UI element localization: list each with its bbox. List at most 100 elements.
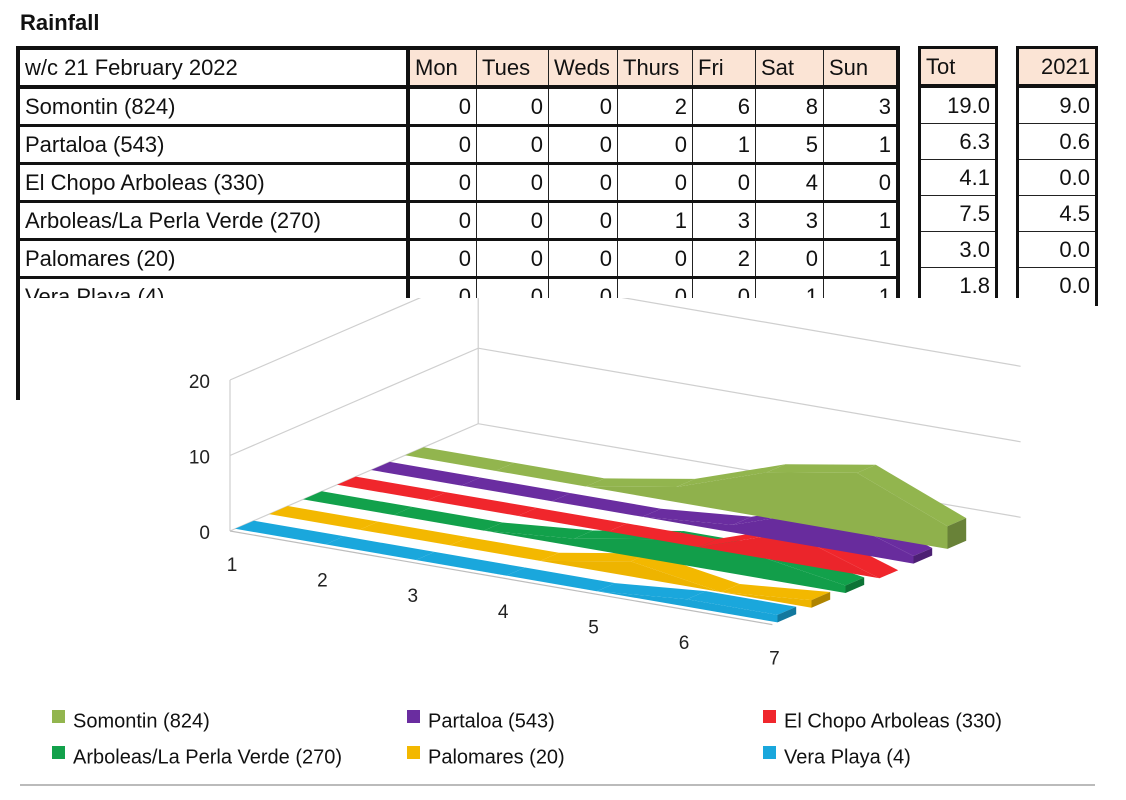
x-tick-label: 4 (498, 602, 509, 623)
y-tick-label: 0 (199, 523, 210, 544)
area-top-segment (506, 567, 616, 592)
area-top-segment (371, 461, 481, 486)
area-top-segment (585, 478, 695, 487)
station-name: El Chopo Arboleas (330) (17, 163, 410, 203)
gridline (229, 347, 1021, 457)
legend-swatch (407, 746, 420, 759)
page-title: Rainfall (20, 10, 100, 35)
rainfall-table: w/c 21 February 2022 Mon Tues Weds Thurs… (16, 46, 900, 318)
total-value: 4.1 (919, 159, 997, 196)
legend-item: Palomares (20) (407, 746, 565, 768)
rain-value: 3 (823, 86, 899, 127)
rain-value: 0 (548, 201, 618, 241)
area-top-segment (630, 553, 740, 593)
legend-item: Vera Playa (4) (763, 746, 911, 768)
area-top-segment (596, 583, 706, 600)
legend-label: El Chopo Arboleas (330) (784, 710, 1002, 732)
area-top-segment (766, 464, 876, 473)
area-top-segment (608, 523, 718, 548)
x-tick-label: 1 (227, 555, 238, 576)
y-tick-label: 20 (189, 372, 210, 393)
table-row: 0.6 (1017, 123, 1097, 160)
table-row: Palomares (20) 0 0 0 0 2 0 1 (17, 239, 899, 279)
area-top-segment (325, 536, 435, 560)
total-value: 19.0 (919, 85, 997, 124)
area-top-segment (405, 447, 515, 471)
area-top-segment (393, 506, 503, 531)
table-header-row: Tot (919, 47, 997, 88)
rain-value: 0 (407, 163, 477, 203)
day-header: Weds (548, 47, 618, 89)
station-name: Somontin (824) (17, 86, 410, 127)
area-top-segment (269, 506, 379, 530)
day-header: Mon (407, 47, 477, 89)
table-row: 0.0 (1017, 231, 1097, 268)
x-tick-label: 6 (679, 633, 690, 654)
table-row: Arboleas/La Perla Verde (270) 0 0 0 1 3 … (17, 201, 899, 241)
gridline (229, 272, 1021, 381)
area-top-segment (337, 476, 447, 501)
rain-value: 3 (755, 201, 824, 241)
legend-swatch (407, 710, 420, 723)
table-row: Somontin (824) 0 0 0 2 6 8 3 (17, 86, 899, 127)
x-axis-line (229, 530, 773, 626)
area-top-segment (540, 552, 650, 562)
rain-value: 1 (617, 201, 693, 241)
rain-value: 0 (617, 163, 693, 203)
rain-value: 6 (692, 86, 756, 127)
table-row: 7.5 (919, 195, 997, 232)
area-top-segment (676, 464, 786, 487)
rain-value: 5 (755, 125, 824, 165)
year-2021-value: 0.0 (1017, 231, 1097, 268)
station-name: Arboleas/La Perla Verde (270) (17, 201, 410, 241)
rain-value: 1 (823, 201, 899, 241)
rain-value: 1 (692, 125, 756, 165)
area-end-cap (913, 547, 933, 564)
area-top-segment (461, 477, 571, 502)
rain-value: 0 (476, 163, 549, 203)
day-header: Sat (755, 47, 824, 89)
rain-value: 0 (476, 201, 549, 241)
series-6 (235, 520, 797, 623)
legend-label: Somontin (824) (73, 710, 210, 732)
y-tick-label: 10 (189, 448, 210, 469)
area-front-face (371, 469, 914, 564)
rain-value: 4 (755, 163, 824, 203)
day-header: Thurs (617, 47, 693, 89)
area-top-segment (449, 537, 559, 561)
rain-value: 0 (548, 239, 618, 279)
rain-value: 0 (548, 163, 618, 203)
rain-value: 0 (617, 125, 693, 165)
legend-label: Arboleas/La Perla Verde (270) (73, 746, 342, 768)
area-front-face (405, 455, 948, 549)
legend-label: Vera Playa (4) (784, 746, 911, 768)
table-row: 4.5 (1017, 195, 1097, 232)
day-header: Sun (823, 47, 899, 89)
table-row: El Chopo Arboleas (330) 0 0 0 0 0 4 0 (17, 163, 899, 203)
legend-item: Somontin (824) (52, 710, 210, 732)
year-2021-value: 0.6 (1017, 123, 1097, 160)
area-top-segment (495, 462, 605, 487)
table-header-row: w/c 21 February 2022 Mon Tues Weds Thurs… (17, 47, 899, 89)
day-header: Fri (692, 47, 756, 89)
rain-value: 0 (407, 201, 477, 241)
table-row: 19.0 (919, 85, 997, 124)
area-end-cap (845, 577, 865, 593)
table-header-row: 2021 (1017, 47, 1097, 88)
year-2021-value: 9.0 (1017, 85, 1097, 124)
rain-value: 0 (476, 239, 549, 279)
area-end-cap (947, 518, 967, 549)
year-2021-header: 2021 (1017, 47, 1097, 88)
table-row: 9.0 (1017, 85, 1097, 124)
area-top-segment (551, 493, 661, 517)
station-name: Palomares (20) (17, 239, 410, 279)
year-2021-value: 0.0 (1017, 159, 1097, 196)
legend-swatch (52, 710, 65, 723)
area-end-cap (777, 606, 797, 623)
area-top-segment (721, 584, 831, 601)
rain-value: 0 (823, 163, 899, 203)
chart-area: 0 10 20 1 2 3 4 5 6 7 Somontin (824) Partaloa (543… (20, 272, 1095, 786)
rain-value: 0 (407, 239, 477, 279)
x-tick-label: 3 (408, 586, 419, 607)
rain-value: 8 (755, 86, 824, 127)
